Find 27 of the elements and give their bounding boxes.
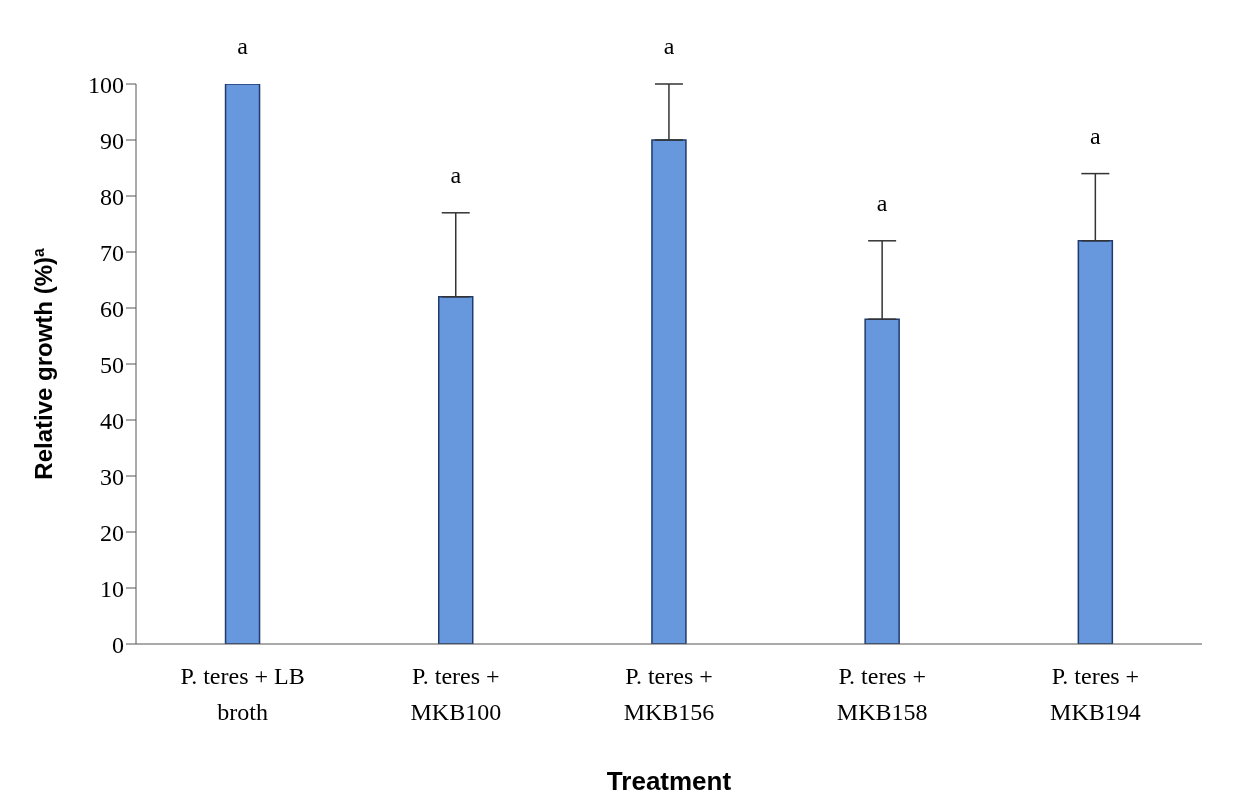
y-tick-label: 100 — [88, 71, 124, 98]
x-tick-label: P. teres + MKB100 — [410, 663, 502, 725]
y-tick-label: 30 — [100, 463, 124, 490]
y-tick-label: 20 — [100, 519, 124, 546]
x-tick-label: P. teres + MKB194 — [1050, 663, 1141, 725]
annotation: a — [876, 189, 888, 216]
annotation: a — [663, 33, 675, 59]
bar — [437, 296, 474, 644]
annotation: a — [450, 161, 462, 188]
annotation: a — [1090, 122, 1102, 149]
bar — [224, 84, 261, 644]
y-tick-label: 40 — [100, 407, 124, 434]
y-tick-label: 80 — [100, 183, 124, 210]
y-tick-label: 90 — [100, 127, 124, 154]
y-tick-label: 10 — [100, 575, 124, 602]
bar — [1077, 240, 1114, 644]
x-tick-label: P. teres + MKB156 — [623, 663, 715, 725]
x-tick-label: P. teres + MKB158 — [836, 663, 928, 725]
y-tick-label: 60 — [100, 295, 124, 322]
y-tick-label: 50 — [100, 351, 124, 378]
annotation: a — [237, 33, 249, 59]
bar — [651, 139, 687, 644]
y-tick-label: 70 — [100, 239, 124, 266]
x-tick-label: P. teres + LB broth — [180, 663, 305, 725]
x-axis-title: Treatment — [606, 766, 732, 796]
y-tick-label: 0 — [112, 631, 124, 658]
bar — [864, 318, 900, 644]
